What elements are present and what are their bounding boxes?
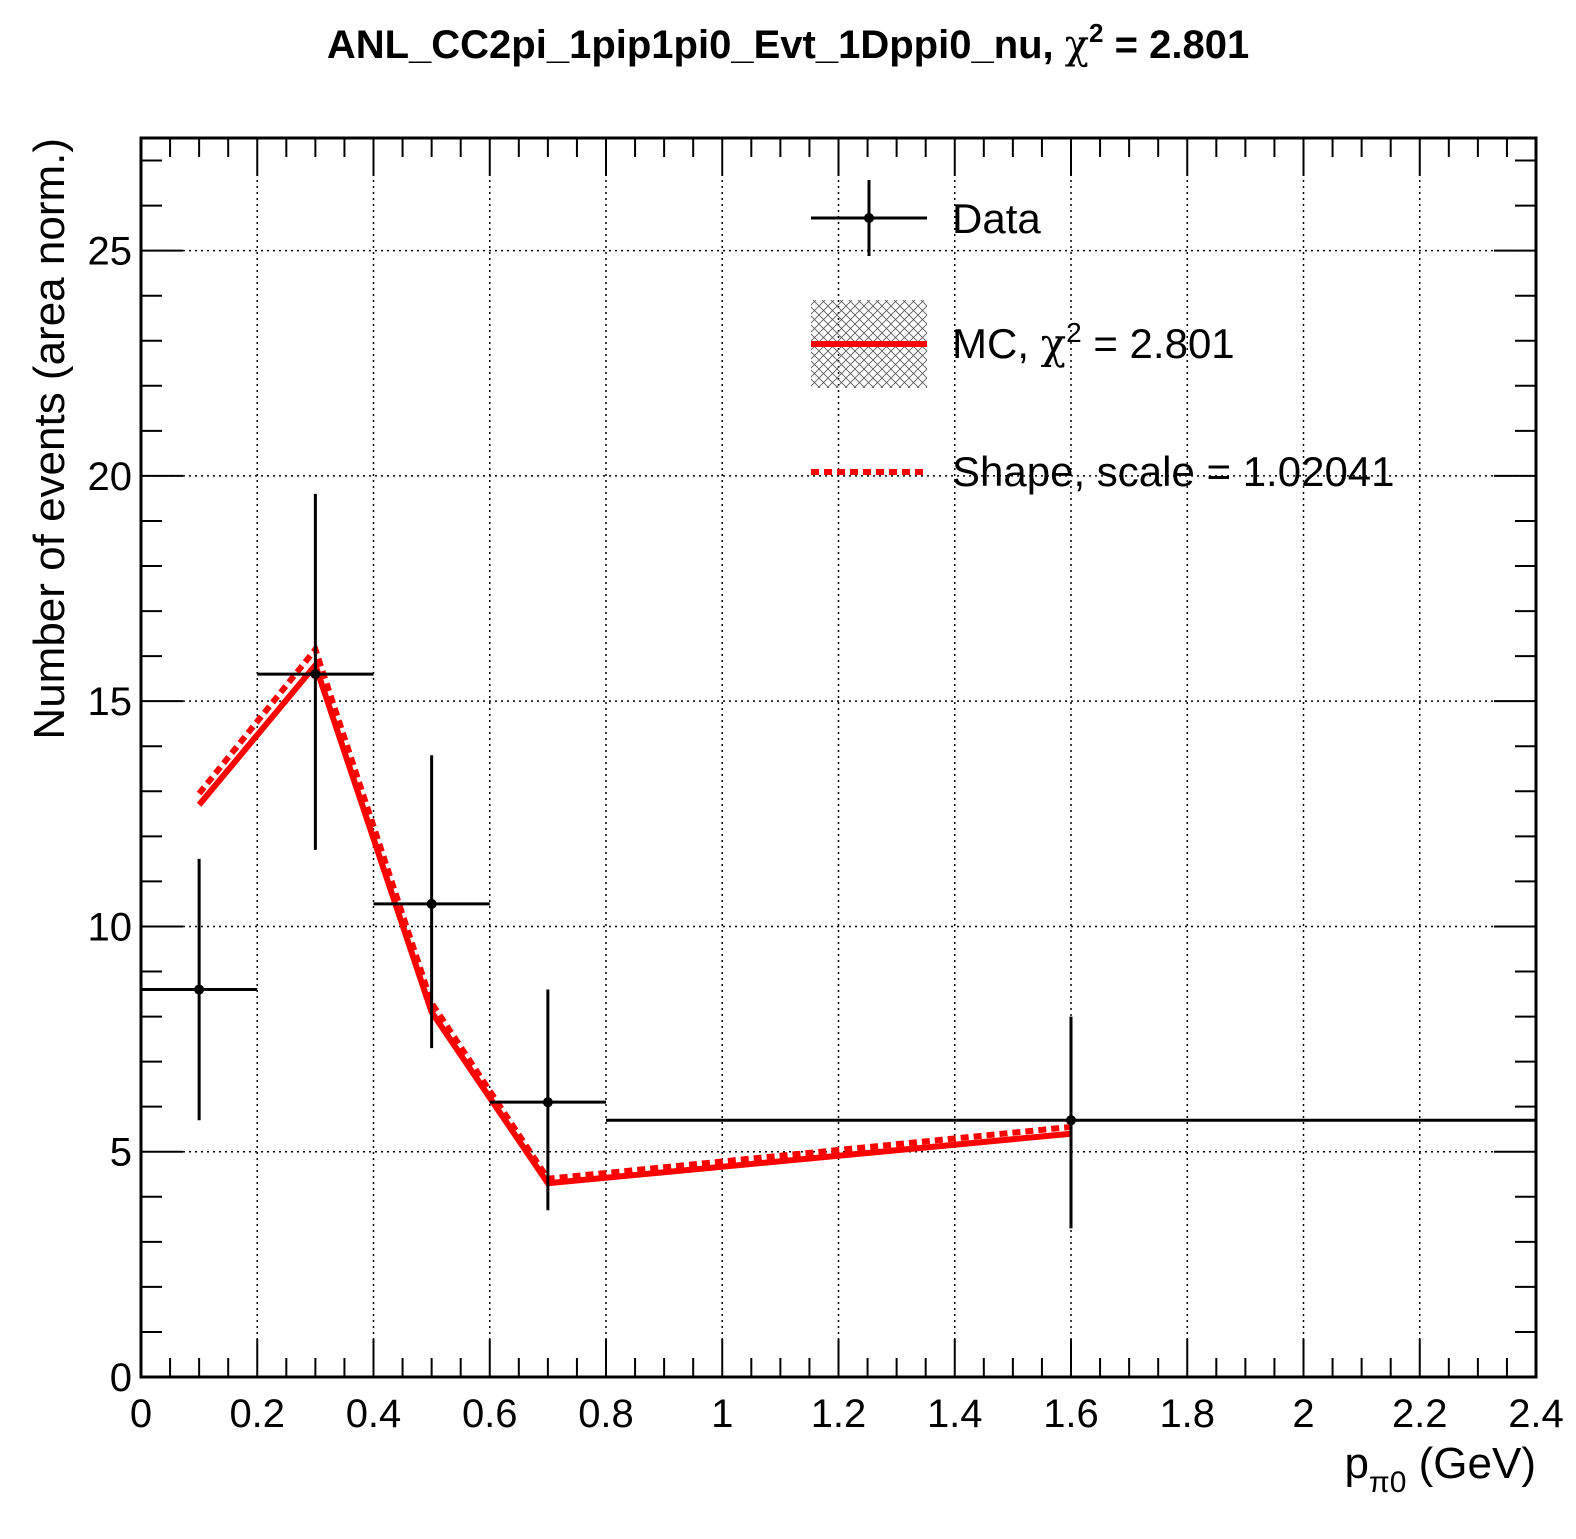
x-tick-label: 2.2 (1392, 1392, 1448, 1436)
y-tick-label: 20 (88, 455, 133, 499)
x-tick-label: 1.6 (1043, 1392, 1099, 1436)
legend-data-marker (864, 213, 874, 223)
x-tick-label: 0.8 (578, 1392, 634, 1436)
y-tick-label: 10 (88, 905, 133, 949)
data-marker (426, 898, 437, 909)
y-tick-label: 25 (88, 230, 133, 274)
legend-mc-label: MC, χ2 = 2.801 (952, 317, 1235, 368)
data-point (141, 858, 258, 1121)
shape-scaled-line (196, 643, 1072, 1182)
legend-entry-mc: MC, χ2 = 2.801 (811, 300, 1235, 388)
y-tick-label: 0 (110, 1356, 132, 1400)
data-point (373, 755, 490, 1049)
x-tick-label: 1.4 (927, 1392, 983, 1436)
legend-shape-label: Shape, scale = 1.02041 (952, 448, 1395, 495)
x-tick-label: 1.8 (1159, 1392, 1215, 1436)
x-tick-label: 0.2 (229, 1392, 285, 1436)
x-tick-label: 2.4 (1508, 1392, 1564, 1436)
data-point (257, 493, 374, 850)
legend-entry-shape: Shape, scale = 1.02041 (811, 448, 1395, 495)
x-tick-label: 0.4 (346, 1392, 402, 1436)
data-marker (1066, 1115, 1076, 1126)
legend: Data MC, χ2 = 2.801 Shape, scale = 1.020… (811, 180, 1395, 495)
x-tick-label: 2 (1292, 1392, 1314, 1436)
x-tick-label: 1 (711, 1392, 733, 1436)
y-axis-label: Number of events (area norm.) (25, 138, 74, 740)
plot-frame (139, 136, 1538, 1379)
x-tick-label: 1.2 (811, 1392, 867, 1436)
x-tick-label: 0 (130, 1392, 152, 1436)
data-point (606, 1016, 1536, 1229)
chart-title: ANL_CC2pi_1pip1pi0_Evt_1Dppi0_nu, χ2 = 2… (327, 18, 1249, 68)
series-layer (141, 493, 1536, 1229)
tick-labels: 0 0.2 0.4 0.6 0.8 1 1.2 1.4 1.6 1.8 2 2.2 2.4 0 5 10 15 2… (88, 230, 1564, 1436)
data-marker (310, 669, 321, 680)
data-marker (542, 1097, 553, 1108)
y-tick-label: 15 (88, 680, 133, 724)
mc-line (196, 659, 1072, 1187)
x-tick-label: 0.6 (462, 1392, 518, 1436)
x-axis-label: pπ0 (GeV) (1345, 1439, 1536, 1499)
legend-data-label: Data (952, 195, 1041, 242)
axis-ticks (140, 138, 1537, 1378)
legend-entry-data: Data (811, 180, 1041, 256)
data-marker (194, 984, 205, 995)
data-point (489, 989, 606, 1211)
y-tick-label: 5 (110, 1131, 132, 1175)
